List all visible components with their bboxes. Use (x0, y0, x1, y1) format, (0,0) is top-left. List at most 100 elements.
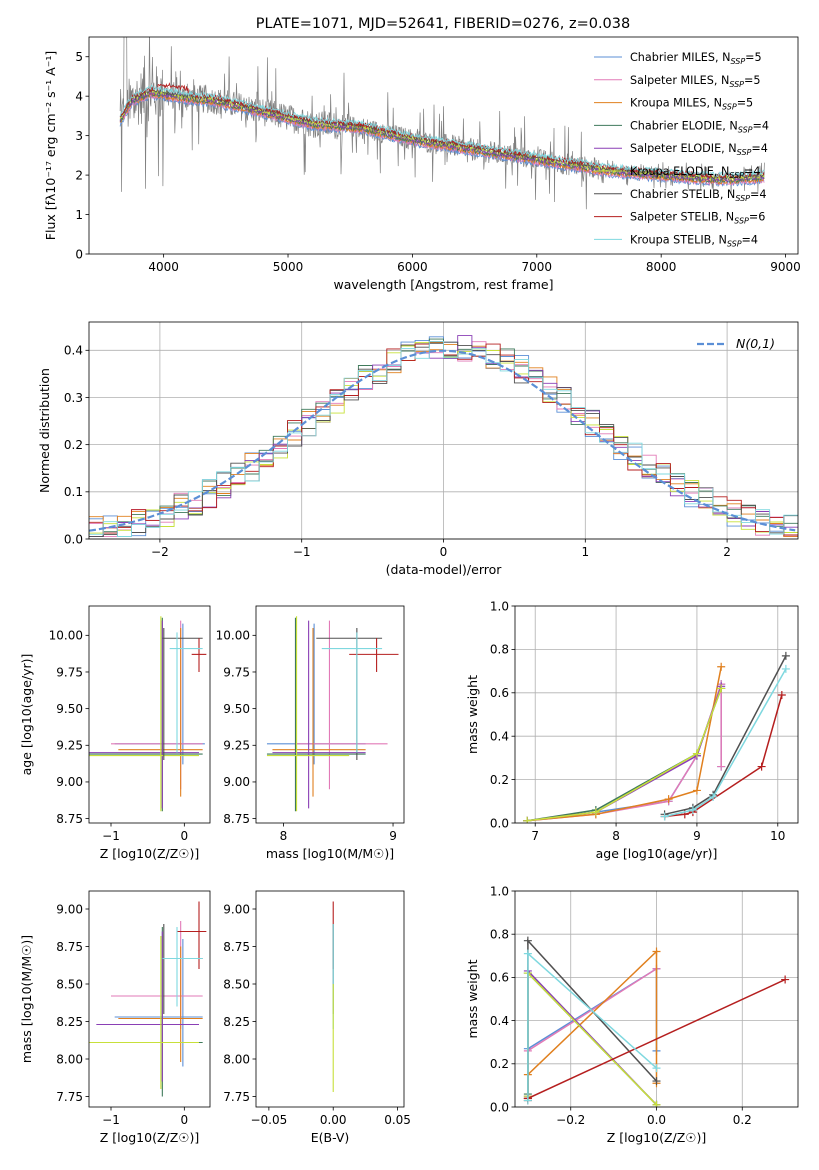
x-tick-label: 10 (770, 829, 785, 843)
y-tick-label: 2 (75, 168, 83, 182)
series-salpeter-miles (523, 680, 726, 823)
axes-border (88, 605, 211, 824)
series-line (527, 688, 722, 822)
data-marker (709, 792, 718, 801)
y-tick-label: 0.2 (490, 1057, 509, 1071)
errorbar-kroupa-miles (272, 627, 366, 797)
y-axis-label: mass [log10(M/M☉)] (19, 935, 34, 1063)
plot-area (523, 651, 790, 823)
legend-entry-chabrier-stelib: Chabrier STELIB, NSSP=4 (630, 188, 767, 203)
plot-area (523, 936, 790, 1107)
legend: Chabrier MILES, NSSP=5 Salpeter MILES, NS… (594, 51, 769, 248)
y-tick-label: 9.50 (56, 702, 83, 716)
y-tick-label: 3 (75, 129, 83, 143)
axes-frame: 7 8 9 10 0.0 0.2 0.4 0.6 0.8 1.0 age [log10(age/yr… (465, 599, 799, 861)
y-axis-label: mass weight (465, 675, 480, 754)
errorbar-kroupa-stelib (321, 632, 383, 753)
errorbar-salpeter-miles (111, 620, 203, 790)
axes-frame: −0.05 0.00 0.05 7.75 8.00 8.25 8.50 8.75 9.00 E(B… (223, 890, 411, 1145)
y-tick-label: 7.75 (223, 1090, 250, 1104)
x-tick-label: −0.05 (250, 1113, 287, 1127)
series-line (527, 686, 722, 822)
y-axis-label: Flux [fλ10⁻¹⁷ erg cm⁻² s⁻¹ A⁻¹] (43, 51, 58, 240)
y-tick-label: 4 (75, 89, 83, 103)
x-axis-label: Z [log10(Z/Z☉)] (100, 1130, 200, 1145)
y-tick-label: 0.2 (490, 773, 509, 787)
axes-mass_vs_Z: −1 0 7.75 8.00 8.25 8.50 8.75 9.00 Z [log10(Z/Z☉… (19, 890, 211, 1145)
series-line (526, 688, 722, 822)
y-tick-label: 9.50 (223, 702, 250, 716)
y-tick-label: 0.4 (64, 344, 83, 358)
data-marker (523, 949, 532, 958)
errorbar-chabrier-elodie (89, 617, 203, 812)
x-tick-label: −0.2 (556, 1113, 585, 1127)
y-tick-label: 0.8 (490, 928, 509, 942)
y-tick-label: 9.75 (223, 665, 250, 679)
legend-entry-chabrier-miles: Chabrier MILES, NSSP=5 (630, 51, 762, 66)
x-tick-label: 0.00 (320, 1113, 347, 1127)
errorbar-chabrier-stelib (316, 627, 383, 760)
errorbar-kroupa-stelib (169, 632, 203, 753)
axes-frame: −1 0 7.75 8.00 8.25 8.50 8.75 9.00 Z [log10(Z/Z☉… (19, 890, 211, 1145)
x-axis-label: Z [log10(Z/Z☉)] (100, 846, 200, 861)
y-tick-label: 8.25 (56, 1015, 83, 1029)
series-kroupa-elodie (523, 684, 726, 823)
series-chabrier-miles (523, 680, 726, 823)
y-tick-label: 9.00 (56, 902, 83, 916)
x-axis-label: E(B-V) (311, 1130, 350, 1145)
x-axis-label: (data-model)/error (386, 562, 503, 577)
axes-frame: 4000 5000 6000 7000 8000 9000 0 1 2 3 4 5 wavelength… (43, 36, 801, 292)
y-tick-label: 0.0 (64, 532, 83, 546)
data-marker (757, 762, 766, 771)
axes-mw_vs_Z: −0.2 0.0 0.2 0.0 0.2 0.4 0.6 0.8 1.0 Z [log10(Z/Z… (465, 884, 799, 1145)
errorbar-kroupa-elodie (89, 616, 199, 812)
legend-entry-gaussian: N(0,1) (736, 336, 775, 351)
data-marker (717, 684, 726, 693)
axes-border (88, 890, 211, 1108)
errorbar-salpeter-elodie (272, 620, 366, 809)
y-tick-label: 8.50 (56, 977, 83, 991)
y-tick-label: 0.6 (490, 971, 509, 985)
data-marker (717, 662, 726, 671)
x-tick-label: 0 (181, 829, 189, 843)
legend-entry-salpeter-stelib: Salpeter STELIB, NSSP=6 (630, 211, 765, 226)
x-tick-label: 2 (723, 545, 731, 559)
y-tick-label: 1.0 (490, 884, 509, 898)
y-tick-label: 10.00 (216, 629, 250, 643)
axes-mass_vs_ebv: −0.05 0.00 0.05 7.75 8.00 8.25 8.50 8.75 9.00 E(B… (223, 890, 411, 1145)
legend-entry-salpeter-miles: Salpeter MILES, NSSP=5 (630, 74, 761, 89)
series-line (664, 694, 783, 818)
data-marker (781, 664, 790, 673)
x-tick-label: 0 (181, 1113, 189, 1127)
data-marker (717, 762, 726, 771)
data-marker (523, 816, 532, 823)
x-tick-label: 1 (581, 545, 589, 559)
data-marker (664, 795, 673, 804)
axes-border (255, 890, 405, 1108)
x-tick-label: 8000 (646, 260, 677, 274)
y-tick-label: 8.75 (223, 940, 250, 954)
y-tick-label: 8.75 (223, 812, 250, 826)
y-tick-label: 8.75 (56, 940, 83, 954)
y-tick-label: 0.4 (490, 1014, 509, 1028)
y-tick-label: 9.25 (56, 739, 83, 753)
y-axis-label: Normed distribution (37, 368, 52, 493)
y-tick-label: 9.75 (56, 665, 83, 679)
series-chabrier-stelib (660, 651, 790, 819)
errorbar-salpeter-stelib (177, 901, 207, 969)
histogram-kroupa-stelib (89, 340, 798, 537)
y-tick-label: 9.00 (223, 902, 250, 916)
data-marker (692, 786, 701, 795)
x-tick-label: 4000 (148, 260, 179, 274)
y-tick-label: 0.0 (490, 1100, 509, 1114)
gaussian-curve (89, 349, 796, 532)
series-line (527, 683, 722, 822)
y-tick-label: 8.50 (223, 977, 250, 991)
y-tick-label: 0.0 (490, 816, 509, 830)
data-marker (781, 651, 790, 660)
errorbar-kroupa-elodie (266, 616, 350, 812)
series-line (664, 655, 787, 816)
x-tick-label: 6000 (397, 260, 428, 274)
histogram-salpeter-elodie (89, 335, 798, 538)
legend-entry-kroupa-miles: Kroupa MILES, NSSP=5 (630, 97, 753, 112)
